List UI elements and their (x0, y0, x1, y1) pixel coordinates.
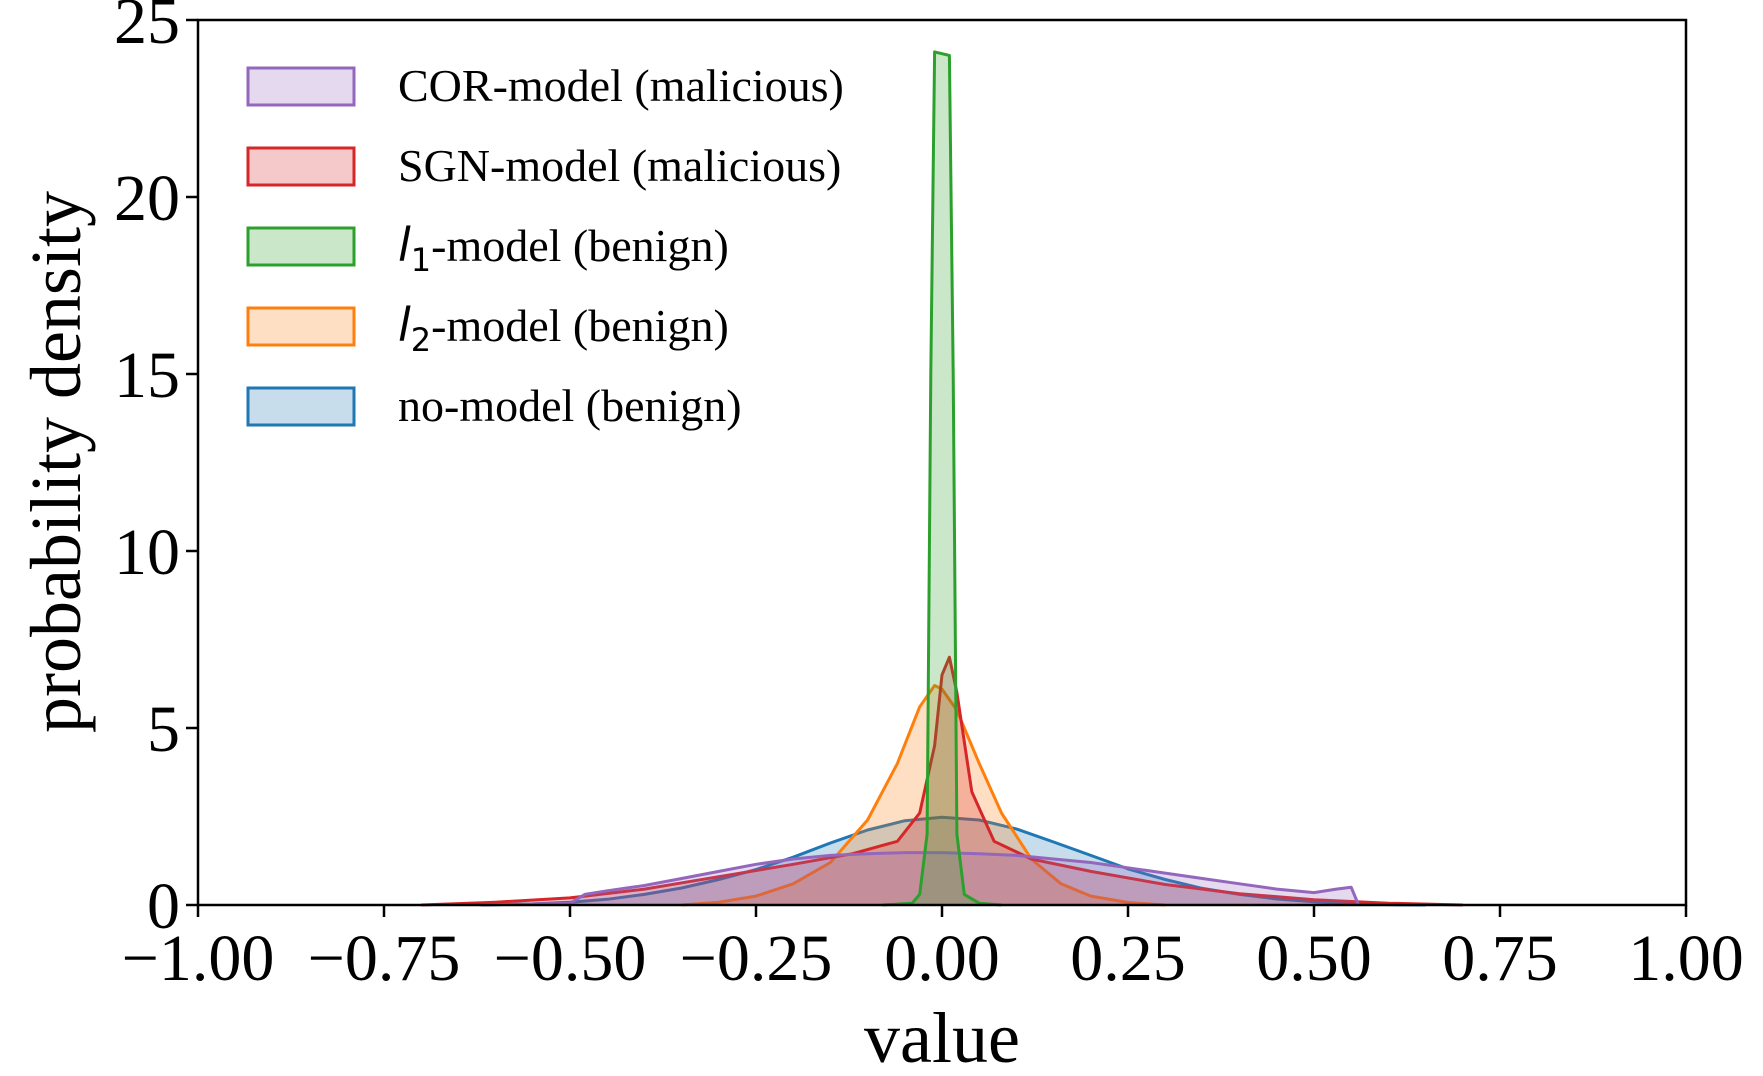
legend-label: COR-model (malicious) (398, 60, 844, 111)
legend-swatch (246, 66, 356, 107)
line-l2-model-benign (681, 684, 1166, 907)
legend-item: l1-model (benign) (246, 218, 729, 279)
y-tick-label: 5 (147, 693, 180, 766)
x-tick-label: −0.25 (680, 922, 833, 995)
legend-label: l2-model (benign) (398, 298, 729, 359)
x-tick-label: 0.00 (884, 922, 1000, 995)
x-tick-label: −0.75 (308, 922, 461, 995)
legend-label: l1-model (benign) (398, 218, 729, 279)
y-axis: 0 5 10 15 20 25 (114, 0, 198, 943)
area-sgn-model-malicious (421, 657, 1463, 905)
y-tick-label: 10 (114, 516, 180, 589)
y-tick-label: 20 (114, 162, 180, 235)
line-l1-model-benign (882, 50, 1002, 907)
area-cor-model-malicious (480, 852, 1359, 905)
x-tick-label: 0.50 (1256, 922, 1372, 995)
y-axis-title: probability density (16, 191, 96, 733)
x-tick-label: 1.00 (1628, 922, 1744, 995)
series-layer (421, 50, 1463, 907)
x-tick-label: 0.25 (1070, 922, 1186, 995)
x-tick-label: −1.00 (122, 922, 275, 995)
area-no-model-benign (480, 817, 1426, 905)
legend-label: SGN-model (malicious) (398, 140, 841, 191)
y-tick-label: 25 (114, 0, 180, 58)
legend-swatch (246, 386, 356, 427)
area-l1-model-benign (882, 51, 1002, 905)
y-tick-label: 15 (114, 339, 180, 412)
series-l1-model-benign (882, 50, 1002, 907)
x-axis-title: value (864, 998, 1020, 1076)
legend-item: no-model (benign) (246, 380, 742, 431)
legend-swatch (246, 146, 356, 187)
series-no-model-benign (480, 815, 1426, 907)
series-sgn-model-malicious (421, 655, 1463, 907)
legend-swatch (246, 226, 356, 267)
legend-label: no-model (benign) (398, 380, 742, 431)
legend-item: COR-model (malicious) (246, 60, 844, 111)
y-tick-label: 0 (147, 870, 180, 943)
legend-swatch (246, 306, 356, 347)
x-tick-label: 0.75 (1442, 922, 1558, 995)
x-tick-label: −0.50 (494, 922, 647, 995)
legend-item: SGN-model (malicious) (246, 140, 841, 191)
x-axis: −1.00 −0.75 −0.50 −0.25 0.00 0.25 0.50 0.75 1.00 (122, 905, 1744, 995)
line-no-model-benign (480, 815, 1426, 907)
legend-item: l2-model (benign) (246, 298, 729, 359)
legend: COR-model (malicious) SGN-model (maliciou… (246, 60, 844, 431)
line-sgn-model-malicious (421, 655, 1463, 907)
